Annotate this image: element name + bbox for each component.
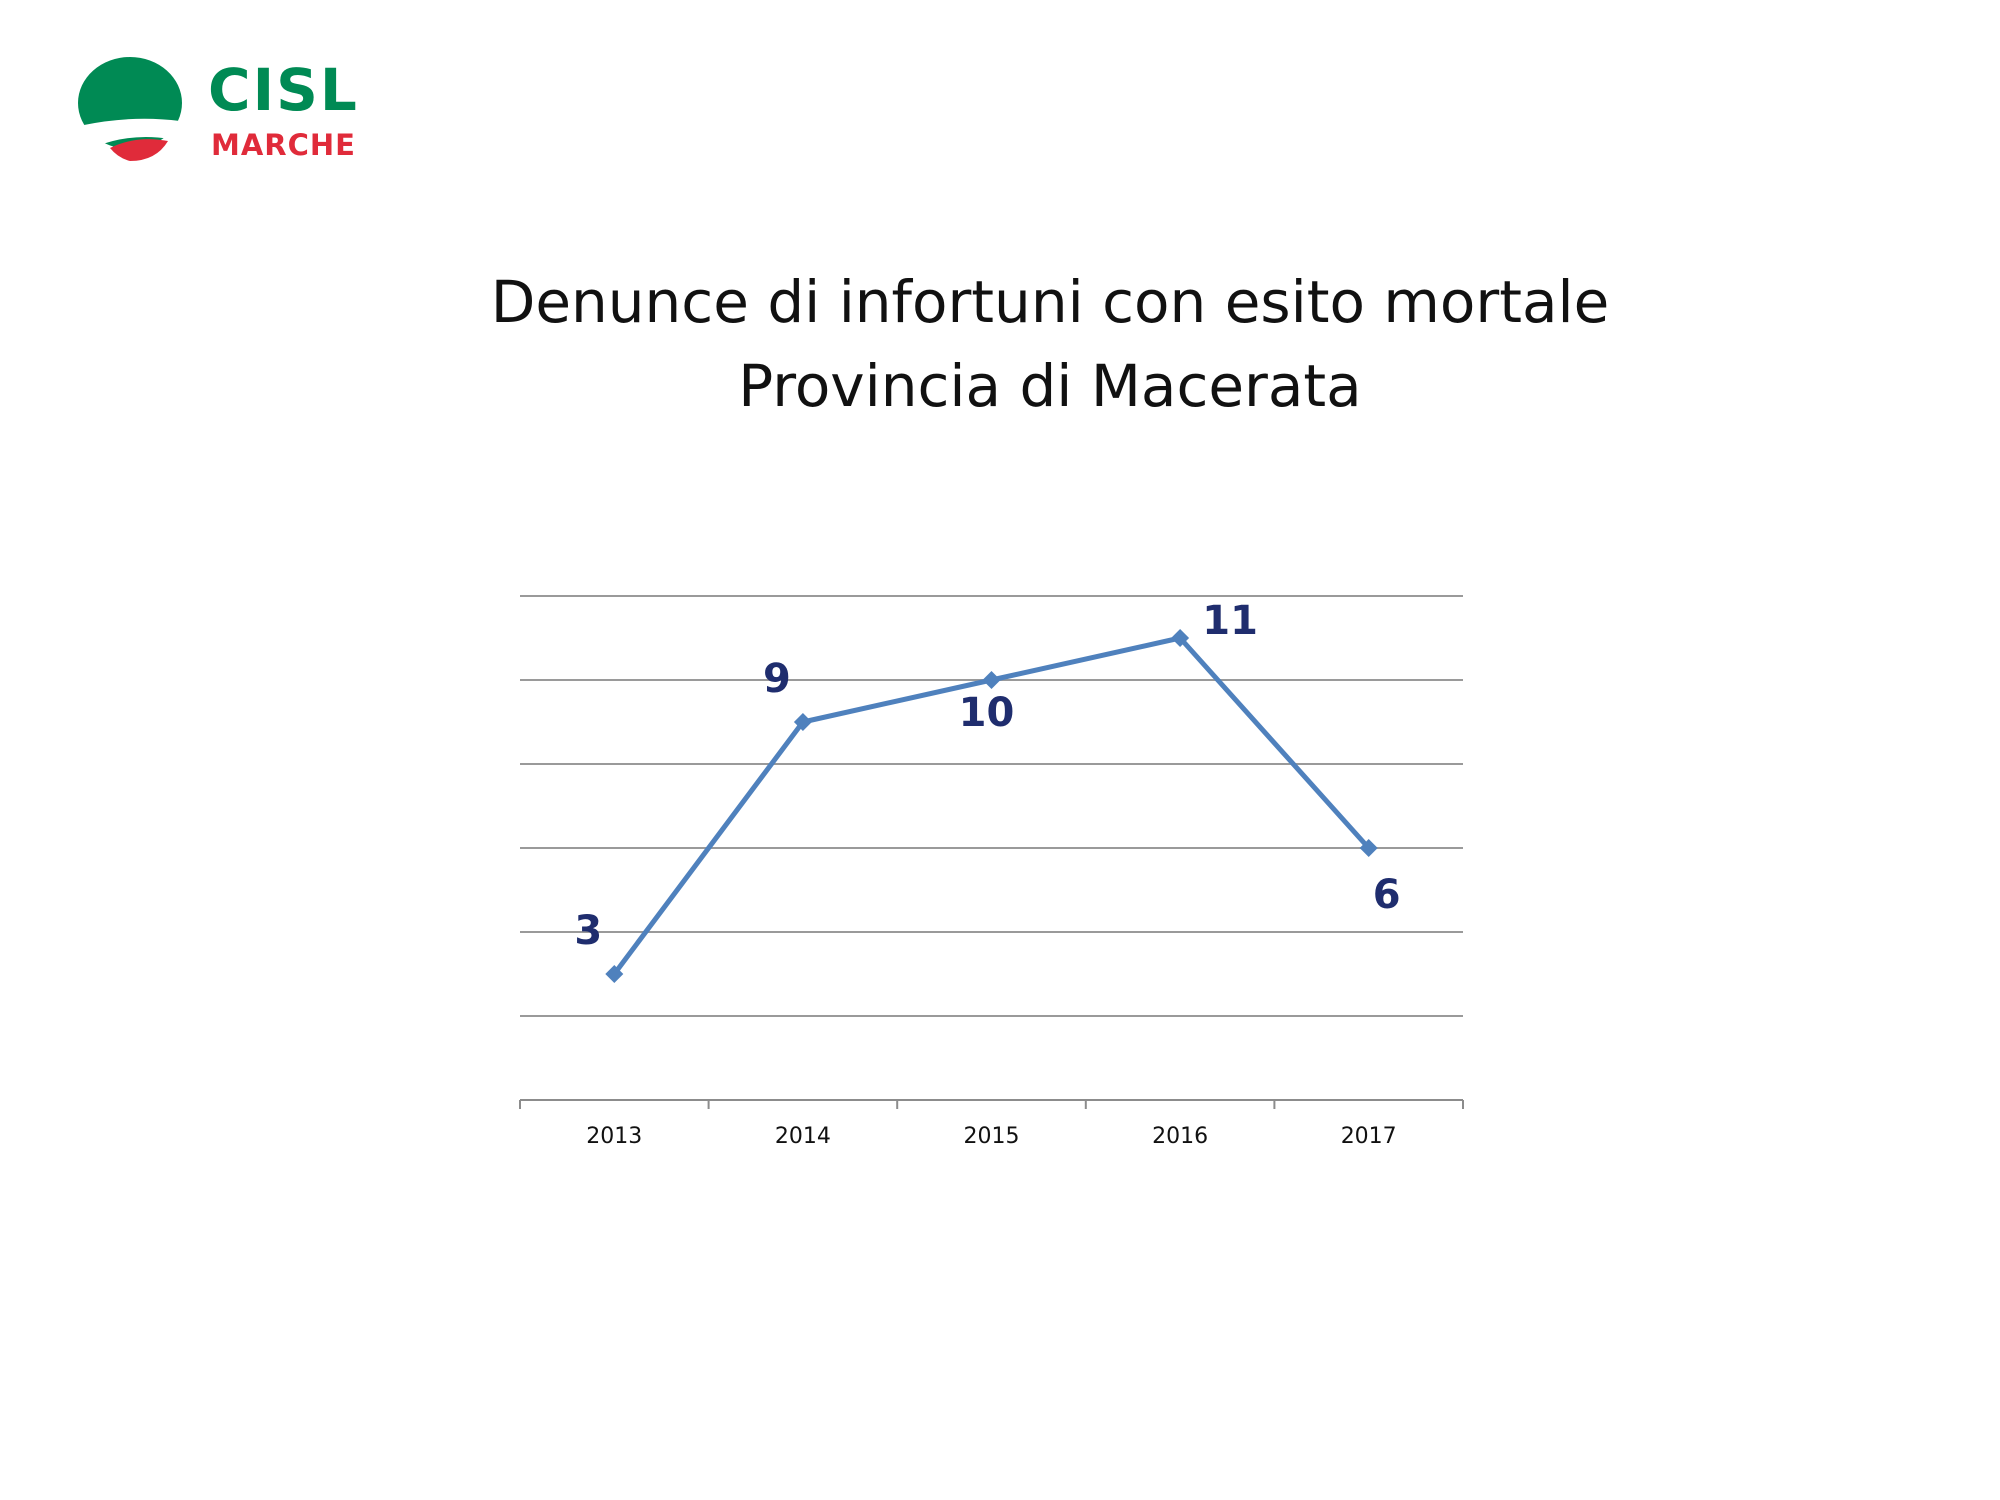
chart-title-line-1: Denunce di infortuni con esito mortale [490, 268, 1610, 336]
data-label: 9 [763, 656, 791, 702]
x-tick-label: 2016 [1152, 1124, 1208, 1149]
data-label: 6 [1373, 872, 1401, 918]
logo-emblem-icon [78, 57, 182, 161]
data-markers [605, 629, 1378, 983]
logo-cisl-text: CISL [208, 56, 359, 124]
data-labels: 3 9 10 11 6 [574, 598, 1400, 954]
x-tick-label: 2014 [775, 1124, 831, 1149]
gridlines [520, 595, 1463, 1017]
data-point-marker [1171, 629, 1190, 647]
logo-marche-text: MARCHE [211, 128, 356, 162]
x-axis: 2013 2014 2015 2016 2017 [519, 1099, 1464, 1149]
data-point-marker [1359, 839, 1378, 857]
data-label: 11 [1202, 598, 1258, 644]
data-label: 10 [959, 690, 1015, 736]
data-label: 3 [574, 908, 602, 954]
cisl-marche-logo: CISL MARCHE [78, 55, 398, 175]
x-tick-label: 2017 [1341, 1124, 1397, 1149]
data-point-marker [793, 713, 812, 731]
x-tick-label: 2013 [586, 1124, 642, 1149]
data-point-marker [605, 965, 624, 983]
chart-title-line-2: Provincia di Macerata [738, 352, 1362, 420]
data-point-marker [982, 671, 1001, 689]
x-tick-label: 2015 [964, 1124, 1020, 1149]
